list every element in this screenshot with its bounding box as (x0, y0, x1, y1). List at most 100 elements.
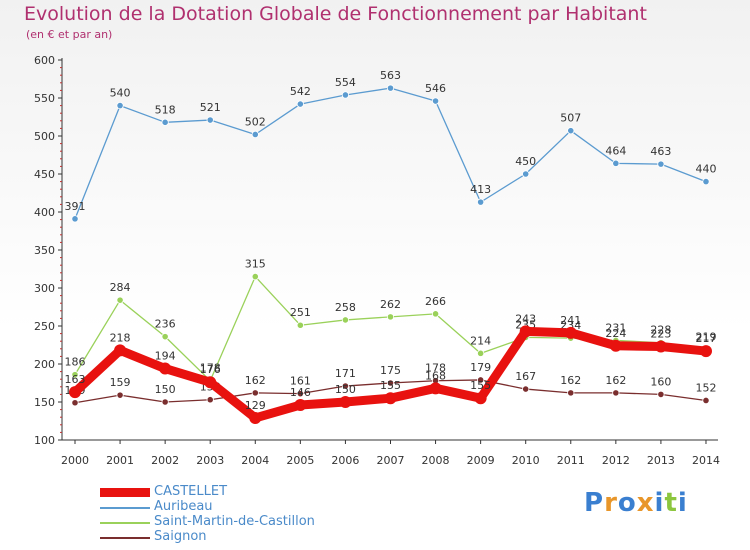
data-label: 155 (470, 379, 491, 392)
proxiti-logo: Proxiti (584, 488, 688, 518)
data-label: 546 (425, 82, 446, 95)
data-label: 168 (425, 369, 446, 382)
data-point (699, 345, 712, 358)
data-point (657, 390, 665, 398)
data-point (609, 339, 622, 352)
data-label: 162 (605, 374, 626, 387)
data-point (159, 362, 172, 375)
data-label: 162 (245, 374, 266, 387)
y-tick-label: 150 (34, 396, 55, 409)
data-point (251, 130, 259, 139)
data-point (519, 325, 532, 338)
data-point (702, 396, 710, 405)
data-label: 251 (290, 306, 311, 319)
data-label: 243 (515, 312, 536, 325)
data-point (206, 116, 214, 124)
data-label: 262 (380, 298, 401, 311)
x-tick-label: 2000 (61, 454, 89, 467)
legend-swatch (100, 507, 150, 509)
data-label: 521 (200, 101, 221, 114)
data-label: 315 (245, 258, 266, 271)
x-tick-label: 2013 (647, 454, 675, 467)
data-point (249, 411, 262, 424)
y-tick-label: 450 (34, 168, 55, 181)
data-point (341, 382, 350, 390)
data-label: 160 (650, 375, 671, 388)
data-point (702, 178, 710, 186)
data-label: 284 (110, 281, 131, 294)
chart-subtitle: (en € et par an) (26, 28, 113, 41)
data-label: 391 (65, 200, 86, 213)
data-label: 542 (290, 85, 311, 98)
data-label: 150 (155, 383, 176, 396)
data-point (341, 316, 350, 324)
data-point (296, 390, 304, 398)
data-point (474, 392, 487, 405)
data-point (204, 376, 217, 389)
data-point (69, 386, 81, 399)
data-label: 179 (470, 361, 491, 374)
data-point (116, 102, 124, 110)
data-point (296, 100, 304, 108)
data-point (431, 310, 440, 318)
legend-label: CASTELLET (154, 484, 228, 499)
data-point (116, 296, 124, 304)
data-label: 214 (470, 334, 491, 347)
x-tick-label: 2011 (557, 454, 585, 467)
data-point (429, 382, 442, 395)
legend-swatch (100, 522, 150, 524)
data-point (384, 392, 397, 405)
logo-letter: x (636, 488, 655, 518)
data-point (612, 159, 620, 167)
data-label: 236 (155, 318, 176, 331)
x-tick-label: 2010 (512, 454, 540, 467)
data-label: 163 (65, 373, 86, 386)
data-label: 159 (110, 376, 131, 389)
x-tick-label: 2008 (422, 454, 450, 467)
data-label: 178 (425, 362, 446, 375)
data-label: 518 (155, 103, 176, 116)
data-label: 540 (110, 87, 131, 100)
y-tick-label: 300 (34, 282, 55, 295)
data-label: 194 (155, 350, 176, 363)
data-point (294, 399, 307, 412)
data-point (564, 326, 577, 339)
y-tick-label: 350 (34, 244, 55, 257)
data-point (251, 272, 259, 281)
data-label: 563 (380, 69, 401, 82)
data-point (161, 118, 169, 126)
x-tick-label: 2004 (241, 454, 269, 467)
data-label: 223 (650, 328, 671, 341)
x-tick-label: 2006 (331, 454, 359, 467)
data-label: 161 (290, 375, 311, 388)
data-point (477, 376, 485, 384)
data-label: 175 (380, 364, 401, 377)
data-point (477, 198, 485, 206)
data-label: 266 (425, 295, 446, 308)
data-label: 231 (605, 321, 626, 334)
x-tick-label: 2009 (467, 454, 495, 467)
data-label: 218 (110, 331, 131, 344)
logo-letter: i (677, 488, 688, 518)
data-point (477, 349, 485, 357)
data-label: 129 (245, 399, 266, 412)
x-tick-label: 2012 (602, 454, 630, 467)
data-label: 146 (290, 386, 311, 399)
y-tick-label: 200 (34, 358, 55, 371)
x-tick-label: 2002 (151, 454, 179, 467)
legend-label: Saint-Martin-de-Castillon (154, 514, 315, 529)
x-tick-label: 2001 (106, 454, 134, 467)
data-label: 171 (335, 367, 356, 380)
logo-letter: r (604, 488, 618, 518)
data-label: 224 (605, 327, 626, 340)
data-label: 507 (560, 112, 581, 125)
data-point (116, 391, 124, 399)
data-point (431, 97, 440, 105)
legend-swatch (100, 537, 150, 539)
data-point (341, 91, 350, 99)
data-point (71, 371, 79, 379)
data-label: 162 (560, 374, 581, 387)
data-point (567, 389, 575, 397)
